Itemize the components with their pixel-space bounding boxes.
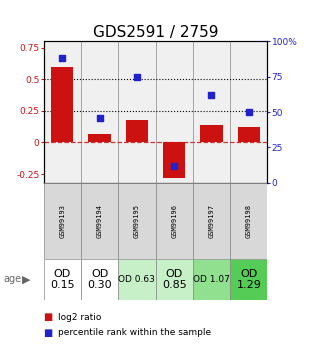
Text: OD
0.15: OD 0.15 bbox=[50, 269, 75, 290]
Bar bbox=[156, 259, 193, 300]
Bar bbox=[118, 259, 156, 300]
Bar bbox=[44, 259, 81, 300]
Bar bbox=[118, 183, 156, 259]
Bar bbox=[44, 183, 81, 259]
Bar bbox=[193, 183, 230, 259]
Point bbox=[134, 74, 139, 79]
Bar bbox=[200, 125, 223, 142]
Text: log2 ratio: log2 ratio bbox=[58, 313, 101, 322]
Text: GSM99198: GSM99198 bbox=[246, 204, 252, 238]
Text: GSM99196: GSM99196 bbox=[171, 204, 177, 238]
Point bbox=[60, 56, 65, 61]
Text: OD
0.85: OD 0.85 bbox=[162, 269, 187, 290]
Point bbox=[209, 92, 214, 98]
Text: ■: ■ bbox=[44, 313, 53, 322]
Point bbox=[246, 109, 251, 115]
Text: GSM99193: GSM99193 bbox=[59, 204, 65, 238]
Bar bbox=[193, 259, 230, 300]
Bar bbox=[230, 259, 267, 300]
Title: GDS2591 / 2759: GDS2591 / 2759 bbox=[93, 25, 218, 40]
Text: GSM99195: GSM99195 bbox=[134, 204, 140, 238]
Text: GSM99194: GSM99194 bbox=[96, 204, 103, 238]
Point bbox=[97, 115, 102, 120]
Bar bbox=[51, 67, 73, 142]
Text: age: age bbox=[3, 275, 21, 284]
Text: percentile rank within the sample: percentile rank within the sample bbox=[58, 328, 211, 337]
Bar bbox=[230, 183, 267, 259]
Text: OD
1.29: OD 1.29 bbox=[236, 269, 261, 290]
Text: GSM99197: GSM99197 bbox=[208, 204, 215, 238]
Text: ■: ■ bbox=[44, 328, 53, 338]
Bar bbox=[156, 183, 193, 259]
Text: ▶: ▶ bbox=[22, 275, 30, 284]
Bar bbox=[126, 120, 148, 142]
Text: OD 0.63: OD 0.63 bbox=[118, 275, 155, 284]
Bar bbox=[88, 134, 111, 142]
Bar bbox=[81, 259, 118, 300]
Point bbox=[172, 163, 177, 169]
Bar bbox=[163, 142, 185, 178]
Bar bbox=[238, 127, 260, 142]
Text: OD 1.07: OD 1.07 bbox=[193, 275, 230, 284]
Text: OD
0.30: OD 0.30 bbox=[87, 269, 112, 290]
Bar bbox=[81, 183, 118, 259]
